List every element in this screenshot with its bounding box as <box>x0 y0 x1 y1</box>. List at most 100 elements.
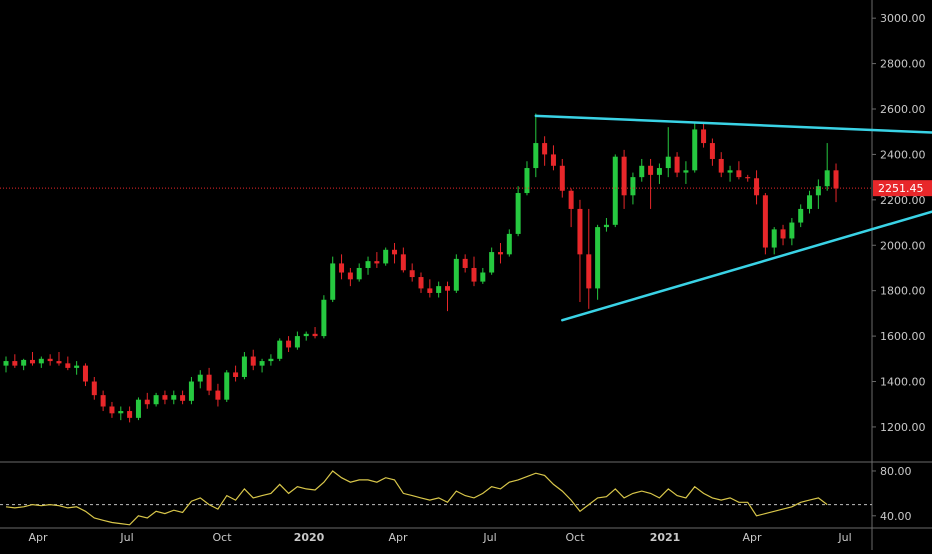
candle-up <box>21 359 27 366</box>
candle-up <box>533 143 539 169</box>
candle-down <box>180 395 186 401</box>
candle-down <box>427 288 433 293</box>
candle-up <box>153 395 159 405</box>
candle-down <box>586 254 592 289</box>
rsi-line <box>5 470 828 526</box>
candle-down <box>162 395 168 400</box>
candle-down <box>127 411 133 418</box>
candle-down <box>701 129 707 144</box>
candle-down <box>621 156 627 196</box>
candle-up <box>38 358 44 364</box>
candle-down <box>286 340 292 348</box>
candle-up <box>171 395 177 400</box>
candle-up <box>595 227 601 289</box>
candle-down <box>82 365 88 382</box>
candle-up <box>135 399 141 418</box>
time-tick-label: 2020 <box>294 531 325 544</box>
price-tick-label: 1800.00 <box>880 285 926 298</box>
candle-down <box>497 252 503 255</box>
candle-up <box>824 170 830 187</box>
candle-down <box>144 399 150 405</box>
candle-down <box>47 358 53 362</box>
candle-up <box>294 336 300 348</box>
candle-up <box>656 168 662 175</box>
candle-down <box>559 165 565 191</box>
candle-down <box>392 249 398 255</box>
candle-up <box>365 261 371 268</box>
candle-down <box>709 143 715 159</box>
candle-down <box>400 254 406 271</box>
time-tick-label: 2021 <box>650 531 681 544</box>
candle-up <box>807 195 813 209</box>
candle-up <box>771 229 777 248</box>
last-price-badge <box>873 180 932 197</box>
candle-up <box>692 129 698 171</box>
time-tick-label: Oct <box>212 531 232 544</box>
price-tick-label: 3000.00 <box>880 12 926 25</box>
price-tick-label: 2000.00 <box>880 239 926 252</box>
candle-down <box>718 158 724 173</box>
candle-up <box>118 411 124 414</box>
candle-down <box>206 374 212 391</box>
candle-down <box>12 361 18 366</box>
candle-up <box>259 361 265 366</box>
candle-down <box>339 263 345 273</box>
candle-up <box>224 372 230 400</box>
candle-up <box>383 249 389 264</box>
candle-down <box>833 170 839 189</box>
time-tick-label: Apr <box>742 531 762 544</box>
trendline-1 <box>534 114 932 134</box>
candle-down <box>418 277 424 289</box>
time-tick-label: Jul <box>482 531 496 544</box>
candle-up <box>515 193 521 234</box>
candle-down <box>65 363 71 368</box>
candle-down <box>91 381 97 396</box>
candle-up <box>789 222 795 239</box>
candle-down <box>745 177 751 179</box>
candle-down <box>674 156 680 173</box>
candle-up <box>241 356 247 377</box>
candle-up <box>356 267 362 280</box>
candle-down <box>445 286 450 291</box>
candle-down <box>471 267 477 282</box>
candle-up <box>436 286 442 293</box>
candle-down <box>56 361 62 364</box>
candle-down <box>780 229 786 239</box>
candle-down <box>550 154 556 166</box>
candle-down <box>29 359 35 364</box>
price-tick-label: 1600.00 <box>880 330 926 343</box>
candle-down <box>312 333 318 337</box>
candle-down <box>250 356 256 366</box>
candle-down <box>736 170 742 178</box>
candle-up <box>197 374 203 382</box>
trendline-2 <box>561 210 932 322</box>
candle-up <box>188 381 194 401</box>
rsi-tick-label: 80.00 <box>880 465 912 478</box>
candle-up <box>524 168 530 194</box>
candle-up <box>612 156 618 225</box>
price-tick-label: 2800.00 <box>880 58 926 71</box>
candle-down <box>568 190 574 209</box>
candle-up <box>330 263 336 300</box>
price-tick-label: 2200.00 <box>880 194 926 207</box>
time-tick-label: Jul <box>837 531 851 544</box>
price-tick-label: 2400.00 <box>880 148 926 161</box>
time-tick-label: Oct <box>565 531 585 544</box>
time-tick-label: Jul <box>119 531 133 544</box>
candle-down <box>577 208 583 255</box>
candle-down <box>374 261 380 264</box>
candle-up <box>489 252 495 273</box>
price-tick-label: 2600.00 <box>880 103 926 116</box>
candle-down <box>648 165 654 175</box>
price-tick-label: 1400.00 <box>880 376 926 389</box>
candle-up <box>665 156 671 169</box>
candle-down <box>109 406 115 414</box>
last-price-label: 2251.45 <box>878 182 924 195</box>
candle-down <box>347 272 353 280</box>
candle-up <box>480 272 486 282</box>
candle-up <box>630 177 636 196</box>
candle-up <box>815 186 821 196</box>
price-tick-label: 1200.00 <box>880 421 926 434</box>
